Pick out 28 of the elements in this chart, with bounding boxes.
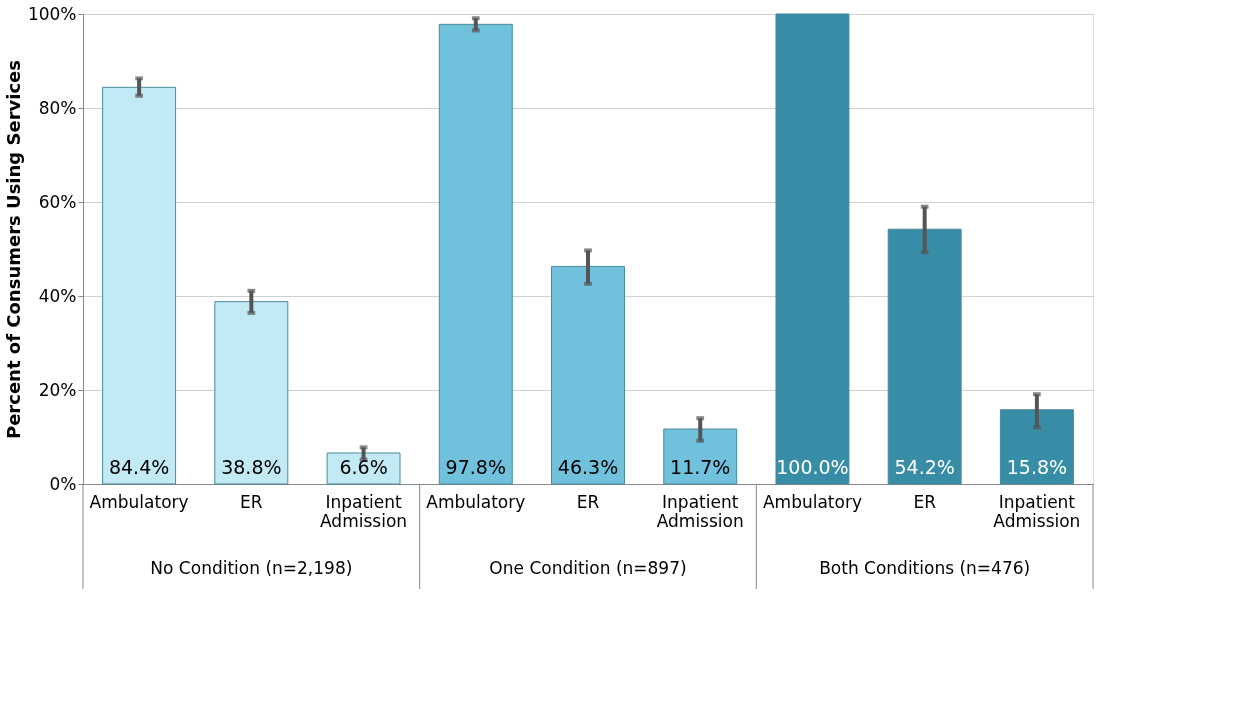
y-tick-label: 20%	[38, 379, 77, 400]
x-tick-label: Ambulatory	[426, 491, 526, 512]
data-label: 84.4%	[108, 456, 170, 478]
data-label: 38.8%	[221, 456, 282, 478]
text: One Condition (n=897)	[489, 558, 687, 578]
y-tick-label: 80%	[38, 97, 77, 118]
y-tick-label: 60%	[38, 191, 77, 212]
text: Both Conditions (n=476)	[819, 558, 1031, 578]
y-axis-title: Percent of Consumers Using Services	[2, 59, 24, 440]
x-tick-label: Ambulatory	[762, 491, 862, 512]
data-label: 11.7%	[670, 456, 731, 478]
data-label: 97.8%	[445, 456, 506, 478]
x-tick-label: Ambulatory	[89, 491, 189, 512]
x-tick-label: Inpatient Admission	[656, 491, 744, 531]
y-tick-label: 0%	[49, 473, 77, 494]
x-tick-label: ER	[240, 491, 263, 512]
data-label: 15.8%	[1006, 456, 1068, 478]
y-tick-label: 100%	[27, 3, 77, 24]
data-label: 100.0%	[776, 456, 849, 478]
data-label: 54.2%	[894, 456, 955, 478]
x-tick-label: ER	[913, 491, 937, 512]
x-tick-label: Inpatient Admission	[320, 491, 408, 531]
y-tick-label: 40%	[38, 285, 77, 306]
data-label: 6.6%	[339, 456, 388, 478]
x-tick-label: Inpatient Admission	[993, 491, 1081, 531]
x-tick-label: ER	[576, 491, 600, 512]
data-label: 46.3%	[557, 456, 619, 478]
text: No Condition (n=2,198)	[150, 558, 353, 578]
